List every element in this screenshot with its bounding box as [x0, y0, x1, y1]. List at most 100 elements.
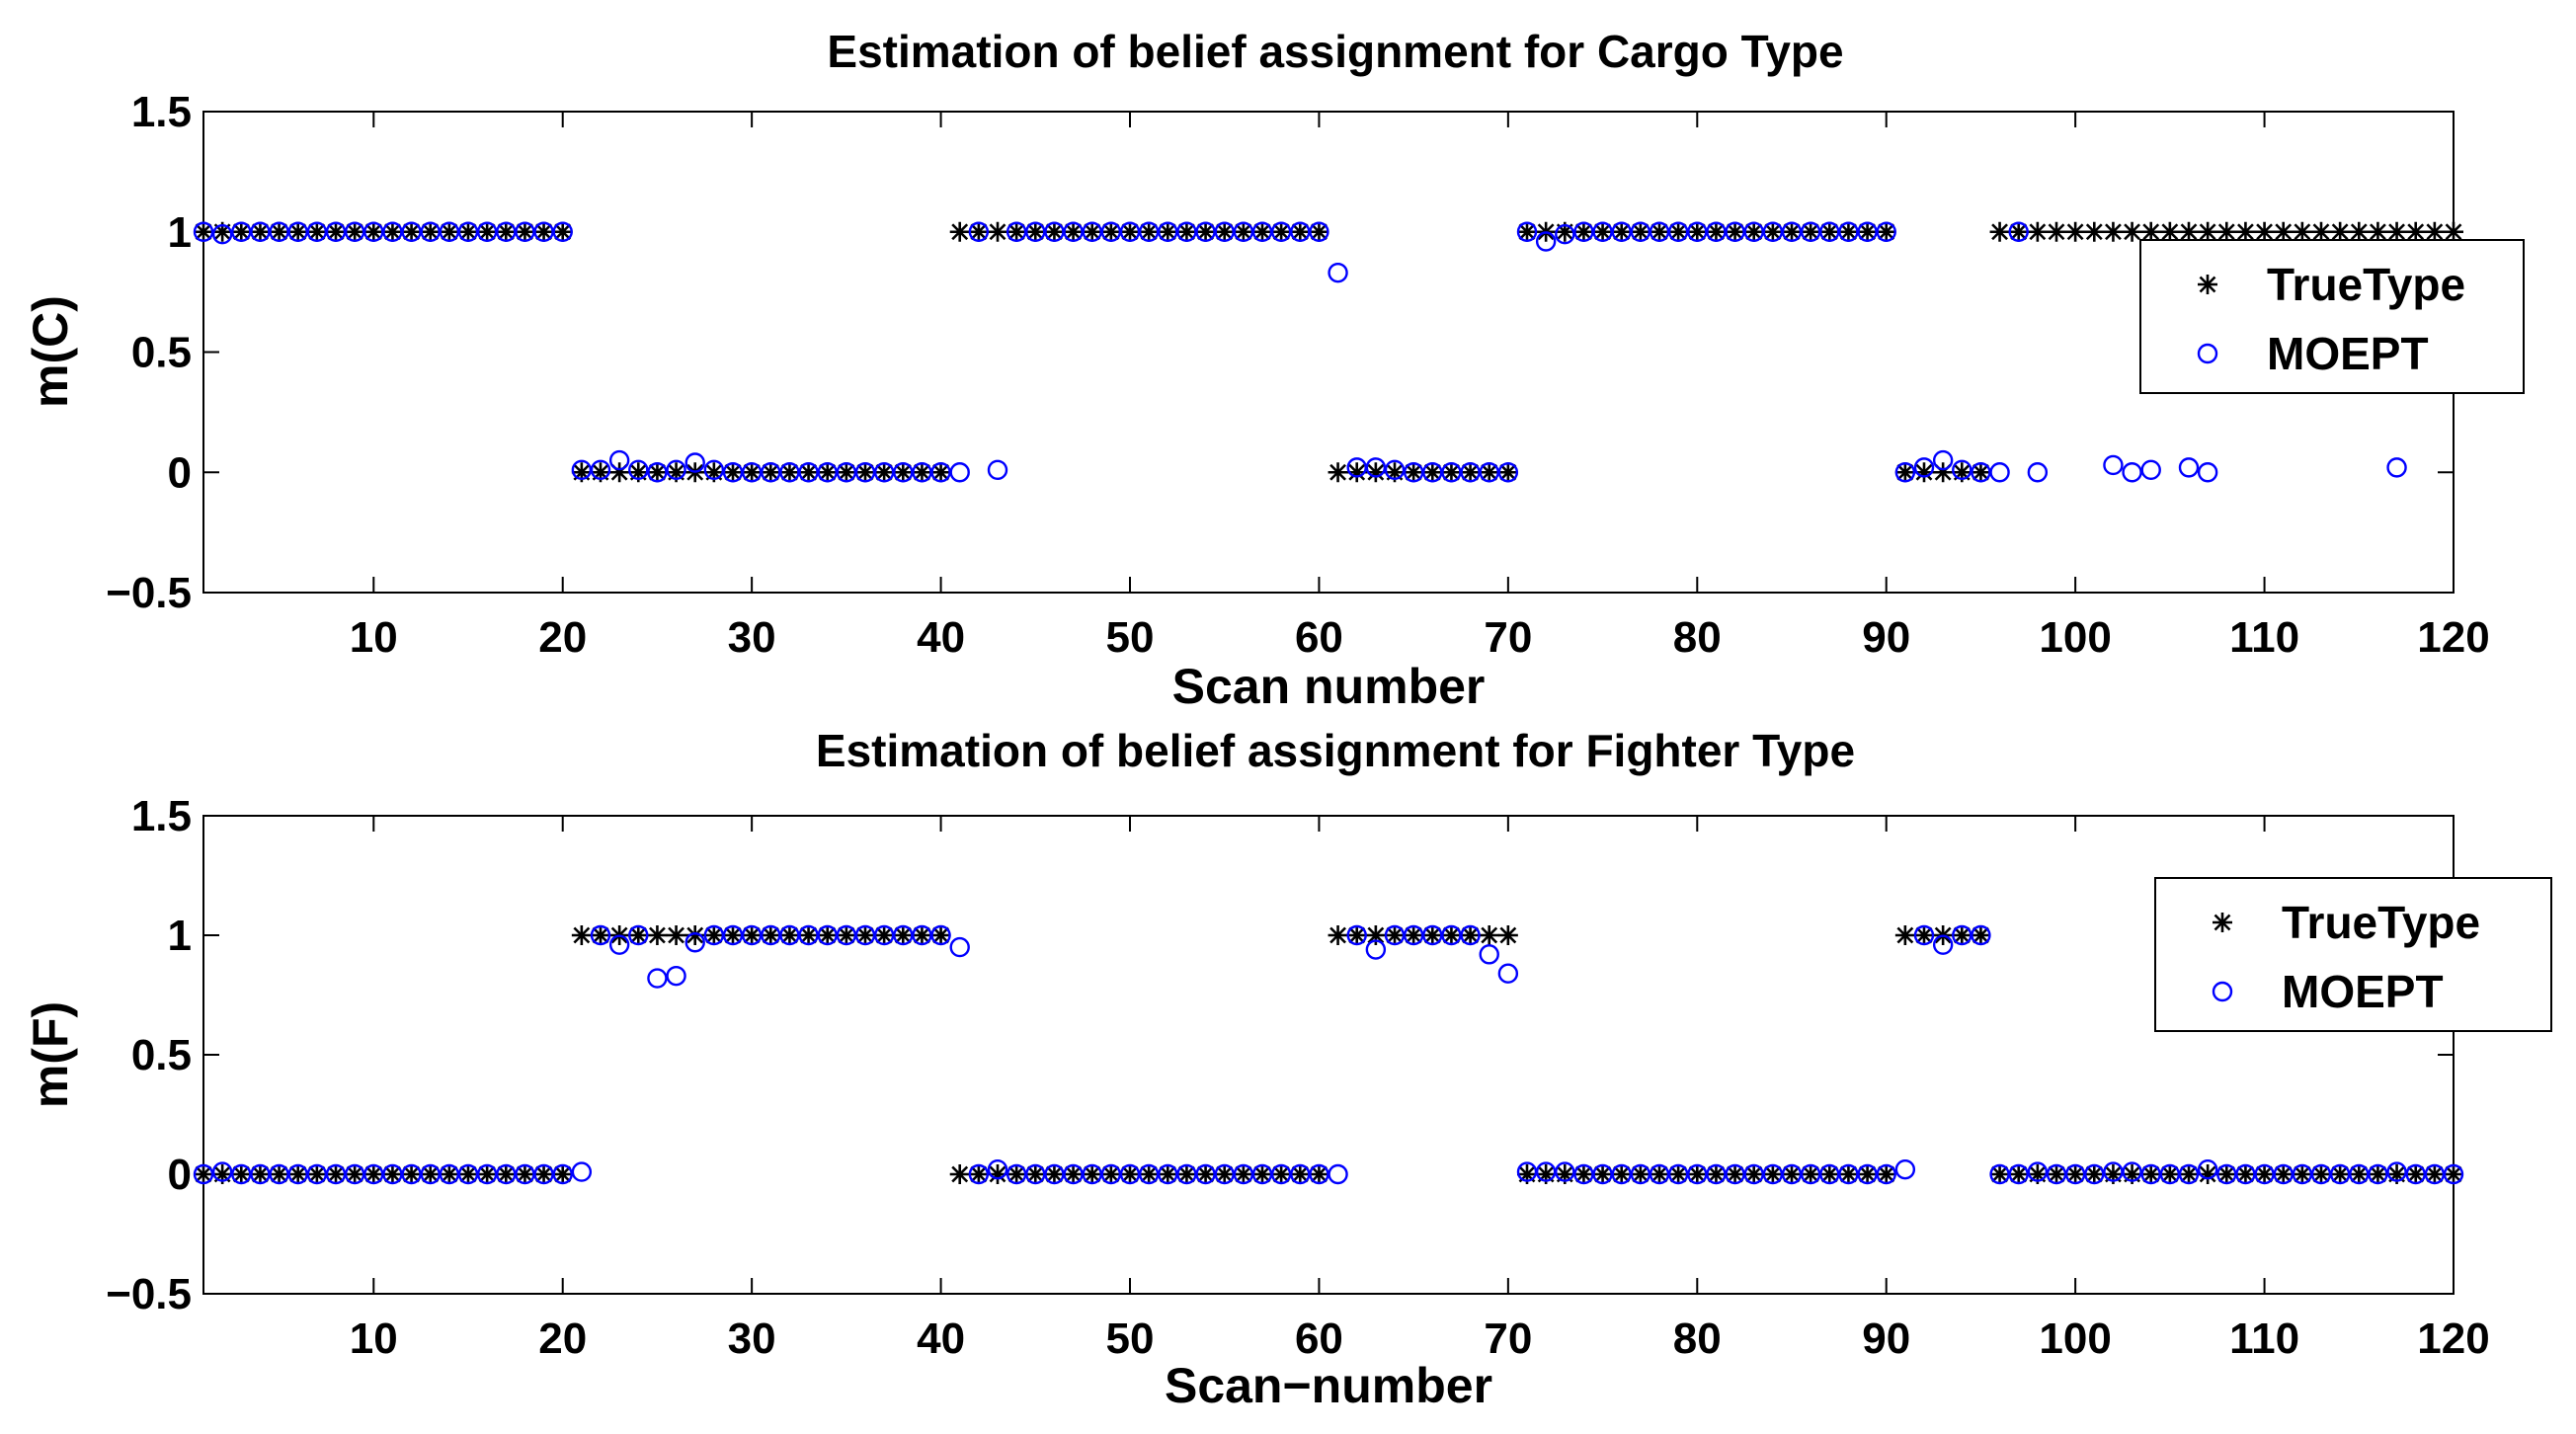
truetype-point	[1611, 221, 1632, 242]
x-tick-label: 60	[1295, 613, 1343, 662]
moept-point	[193, 1163, 214, 1185]
truetype-point	[1082, 1164, 1102, 1184]
truetype-point	[761, 925, 781, 945]
moept-point	[949, 936, 970, 958]
truetype-point	[2444, 221, 2463, 242]
truetype-point	[798, 462, 819, 483]
truetype-point	[1082, 221, 1102, 242]
truetype-point	[1725, 1164, 1745, 1184]
truetype-point	[1063, 1164, 1084, 1184]
moept-point	[2122, 1161, 2142, 1182]
truetype-point	[2103, 1164, 2124, 1184]
x-tick-label: 90	[1862, 1314, 1910, 1363]
truetype-point	[591, 925, 610, 945]
y-tick-label: 1	[168, 208, 192, 257]
truetype-point	[2084, 221, 2105, 242]
truetype-point	[2159, 1164, 2180, 1184]
truetype-point	[874, 462, 895, 483]
truetype-point	[1422, 462, 1443, 483]
legend-box	[2139, 239, 2525, 394]
truetype-point	[742, 925, 763, 945]
truetype-point	[2122, 221, 2142, 242]
moept-point	[628, 459, 649, 481]
moept-point	[1555, 1161, 1575, 1182]
truetype-point	[1025, 1164, 1046, 1184]
truetype-point	[2179, 221, 2199, 242]
truetype-point	[250, 1164, 271, 1184]
truetype-point	[326, 1164, 346, 1184]
truetype-point	[1894, 925, 1915, 945]
moept-point	[968, 221, 990, 242]
truetype-point	[1668, 1164, 1689, 1184]
truetype-point	[1630, 1164, 1650, 1184]
truetype-point	[798, 925, 819, 945]
truetype-point	[2103, 221, 2124, 242]
moept-point	[1365, 939, 1387, 960]
truetype-point	[761, 462, 781, 483]
truetype-point	[1706, 221, 1727, 242]
moept-point	[647, 462, 668, 483]
truetype-point	[1252, 1164, 1272, 1184]
moept-point	[2178, 1163, 2200, 1185]
x-tick-label: 50	[1106, 1314, 1155, 1363]
moept-point	[1535, 231, 1557, 252]
truetype-point	[2198, 1164, 2218, 1184]
truetype-point	[2424, 1164, 2445, 1184]
truetype-point	[1233, 221, 1253, 242]
truetype-point	[1290, 221, 1311, 242]
moept-point	[1497, 963, 1519, 984]
truetype-point	[1441, 462, 1462, 483]
truetype-point	[515, 1164, 535, 1184]
truetype-point	[930, 925, 951, 945]
truetype-point	[2273, 1164, 2294, 1184]
y-axis-label: m(C)	[23, 295, 78, 408]
moept-point	[2103, 454, 2124, 476]
truetype-point	[855, 925, 875, 945]
moept-point	[2197, 462, 2218, 483]
truetype-point	[1819, 221, 1840, 242]
truetype-point	[1044, 1164, 1065, 1184]
truetype-point	[1894, 462, 1915, 483]
truetype-point	[1497, 925, 1518, 945]
moept-point	[608, 934, 630, 955]
truetype-point	[2330, 1164, 2351, 1184]
chart-title: Estimation of belief assignment for Figh…	[816, 725, 1855, 776]
moept-point	[193, 221, 214, 242]
x-tick-label: 10	[350, 1314, 398, 1363]
truetype-point	[2198, 221, 2218, 242]
truetype-point	[1385, 462, 1405, 483]
moept-point	[1989, 462, 2010, 483]
truetype-point	[458, 1164, 478, 1184]
truetype-point	[2254, 1164, 2275, 1184]
truetype-point	[287, 221, 308, 242]
moept-point	[571, 1161, 593, 1182]
truetype-point	[2273, 221, 2294, 242]
series-moept	[193, 221, 2407, 483]
truetype-point	[496, 1164, 517, 1184]
truetype-point	[1120, 221, 1140, 242]
y-tick-label: 1	[168, 912, 192, 960]
truetype-point	[1819, 1164, 1840, 1184]
truetype-point	[1346, 925, 1367, 945]
legend-label: MOEPT	[2282, 966, 2444, 1017]
truetype-point	[250, 221, 271, 242]
moept-point	[1497, 462, 1519, 483]
truetype-point	[571, 462, 592, 483]
moept-point	[1309, 221, 1329, 242]
truetype-point	[2444, 1164, 2463, 1184]
truetype-point	[1252, 221, 1272, 242]
truetype-point	[306, 221, 327, 242]
truetype-point	[1630, 221, 1650, 242]
truetype-point	[1006, 221, 1027, 242]
moept-point	[2197, 1158, 2218, 1180]
truetype-point	[231, 1164, 252, 1184]
truetype-point	[1857, 221, 1878, 242]
truetype-point	[2311, 1164, 2331, 1184]
x-tick-label: 70	[1484, 613, 1532, 662]
truetype-point	[2235, 221, 2256, 242]
truetype-point	[2140, 1164, 2161, 1184]
x-tick-label: 30	[728, 613, 776, 662]
truetype-point	[912, 462, 932, 483]
truetype-point	[647, 462, 668, 483]
